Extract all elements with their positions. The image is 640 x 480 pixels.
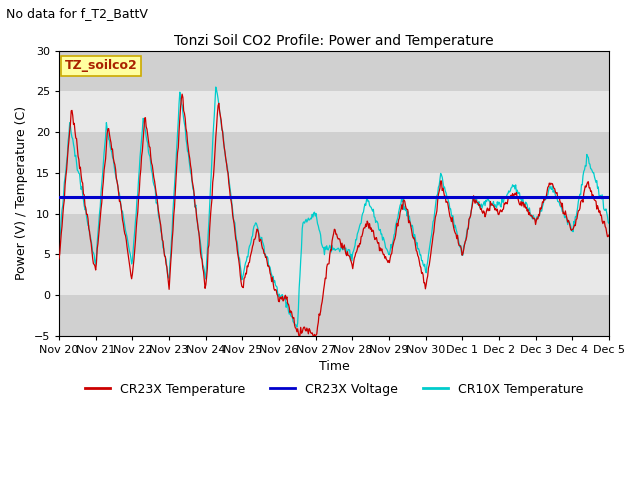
Bar bbox=[59, 51, 609, 92]
Bar bbox=[59, 132, 609, 173]
Bar bbox=[59, 295, 609, 336]
Title: Tonzi Soil CO2 Profile: Power and Temperature: Tonzi Soil CO2 Profile: Power and Temper… bbox=[174, 34, 494, 48]
Bar bbox=[59, 92, 609, 132]
Text: TZ_soilco2: TZ_soilco2 bbox=[65, 60, 137, 72]
Bar bbox=[59, 214, 609, 254]
Legend: CR23X Temperature, CR23X Voltage, CR10X Temperature: CR23X Temperature, CR23X Voltage, CR10X … bbox=[80, 378, 588, 401]
X-axis label: Time: Time bbox=[319, 360, 349, 373]
Y-axis label: Power (V) / Temperature (C): Power (V) / Temperature (C) bbox=[15, 106, 28, 280]
Text: No data for f_T2_BattV: No data for f_T2_BattV bbox=[6, 7, 148, 20]
Bar bbox=[59, 173, 609, 214]
Bar bbox=[59, 254, 609, 295]
